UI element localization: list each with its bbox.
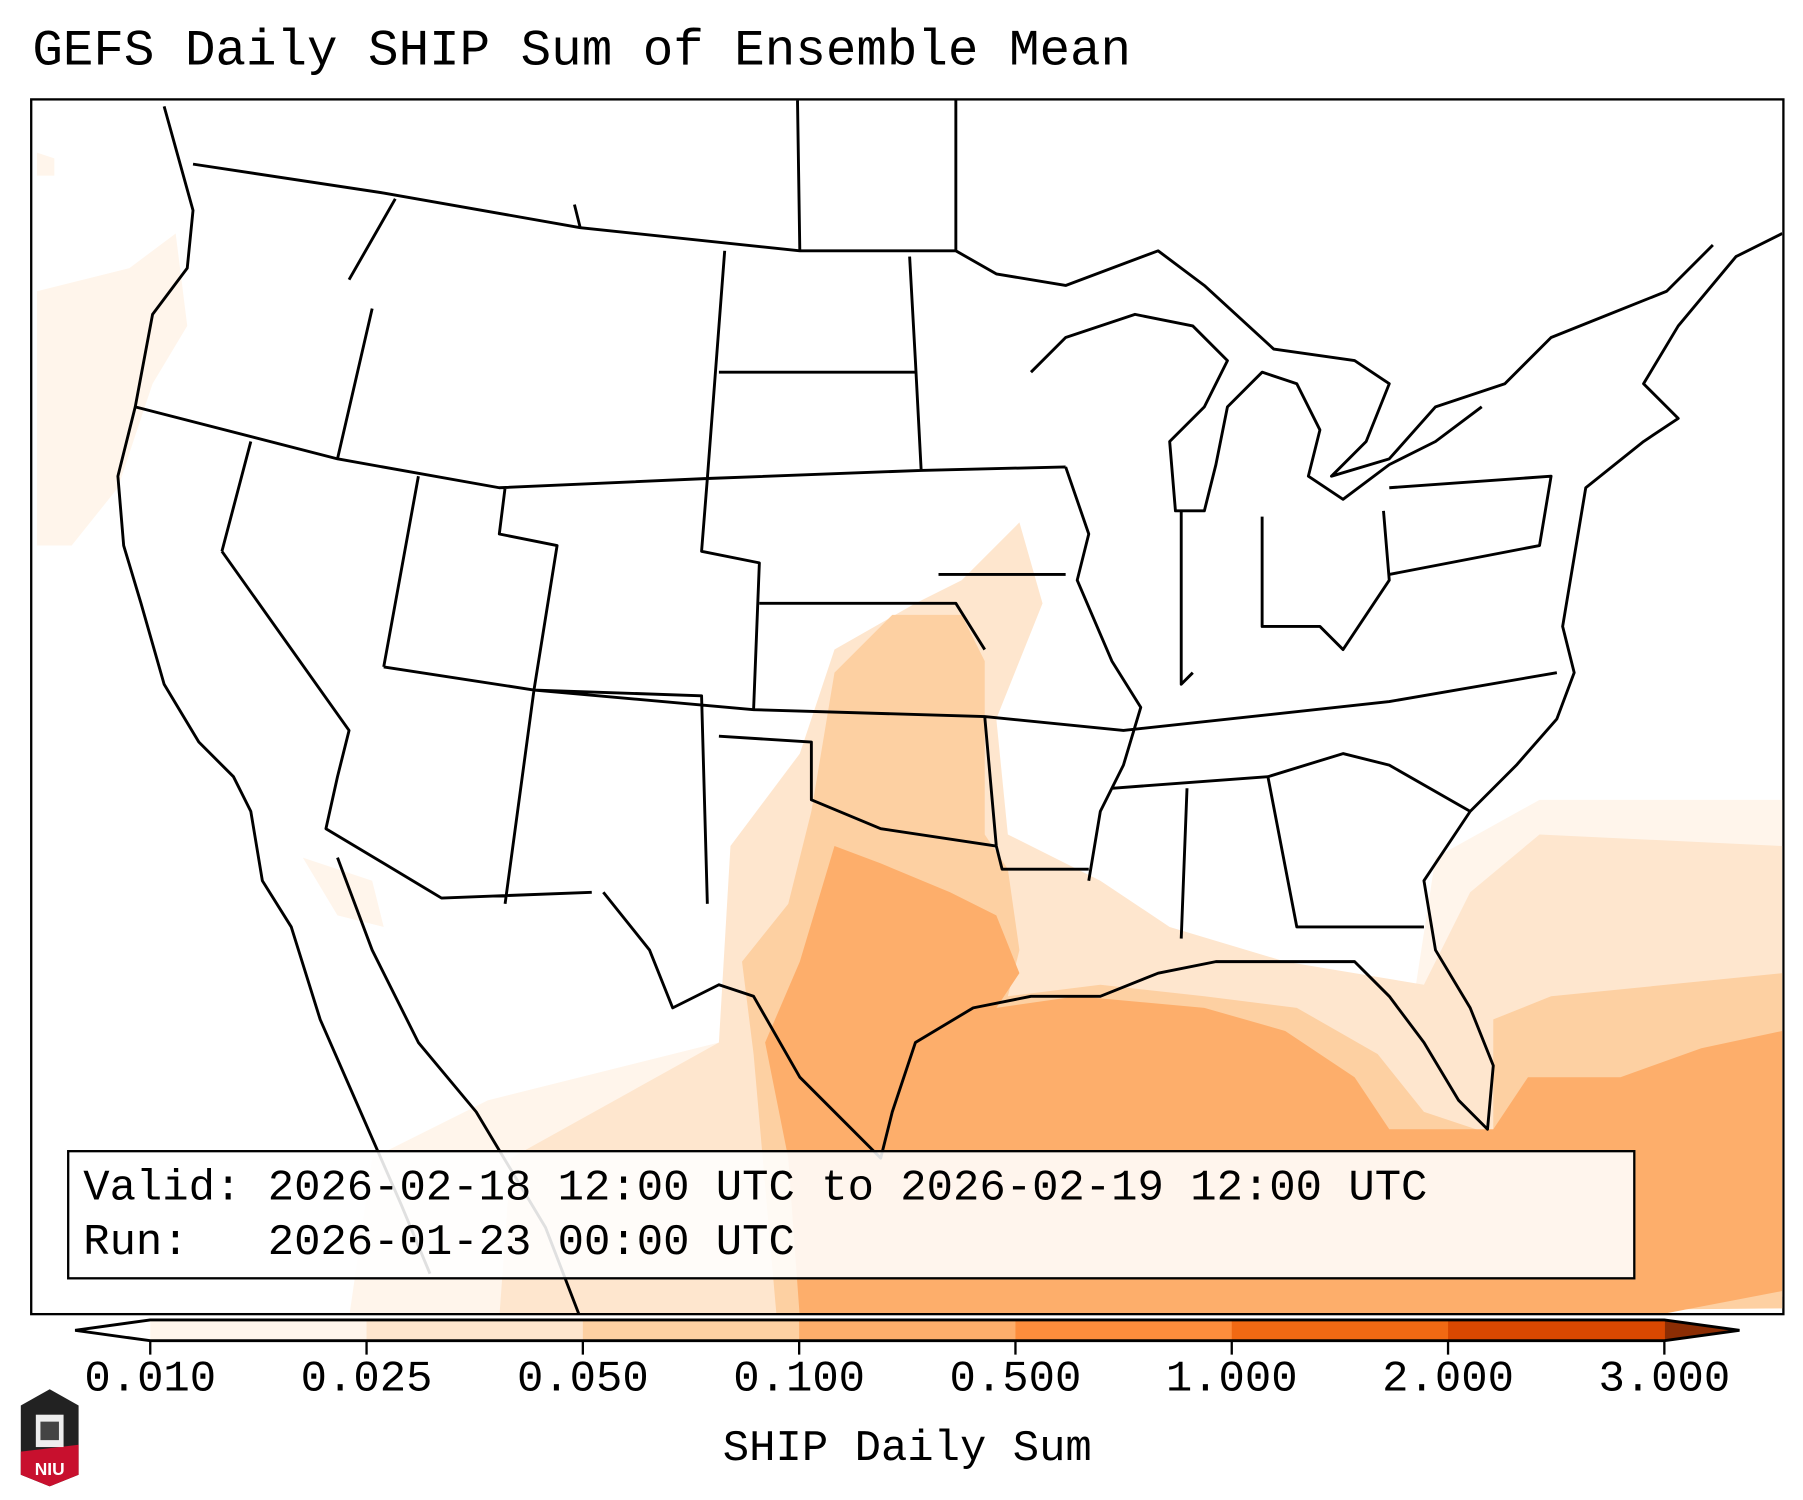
valid-label: Valid: — [83, 1163, 242, 1214]
colorbar-tick-label: 0.050 — [516, 1354, 649, 1405]
colorbar-tick-label: 0.010 — [84, 1354, 217, 1405]
colorbar-over-arrow — [1664, 1319, 1740, 1341]
colorbar-label: SHIP Daily Sum — [722, 1423, 1092, 1474]
run-label: Run: — [83, 1218, 189, 1268]
colorbar-segment — [582, 1319, 800, 1341]
niu-logo: NIU — [20, 1389, 79, 1487]
colorbar-tick-label: 1.000 — [1165, 1354, 1298, 1405]
colorbar-segment — [1015, 1319, 1233, 1341]
colorbar-tick-label: 3.000 — [1598, 1354, 1731, 1405]
colorbar-tick-label: 0.500 — [949, 1354, 1082, 1405]
colorbar-tick-label: 0.100 — [733, 1354, 866, 1405]
colorbar-tick-label: 2.000 — [1382, 1354, 1514, 1405]
map-borders — [116, 100, 1783, 1313]
svg-text:NIU: NIU — [35, 1459, 65, 1479]
run-value: 2026-01-23 00:00 UTC — [267, 1218, 795, 1268]
great-lakes — [1029, 312, 1483, 513]
colorbar — [74, 1318, 1740, 1355]
valid-value: 2026-02-18 12:00 UTC to 2026-02-19 12:00… — [267, 1163, 1428, 1214]
colorbar-tick-label: 0.025 — [300, 1354, 433, 1405]
colorbar-segment — [366, 1319, 584, 1341]
colorbar-segment — [1448, 1319, 1665, 1341]
map-canvas — [36, 100, 1783, 1313]
info-box: Valid: 2026-02-18 12:00 UTC to 2026-02-1… — [67, 1150, 1636, 1280]
canada-border — [192, 162, 1714, 478]
map-panel — [30, 98, 1785, 1316]
state-lines — [134, 100, 1558, 939]
colorbar-segment — [799, 1319, 1017, 1341]
colorbar-segment — [150, 1319, 368, 1341]
colorbar-under-arrow — [75, 1319, 151, 1341]
chart-title: GEFS Daily SHIP Sum of Ensemble Mean — [32, 23, 1132, 81]
colorbar-segment — [1231, 1319, 1449, 1341]
